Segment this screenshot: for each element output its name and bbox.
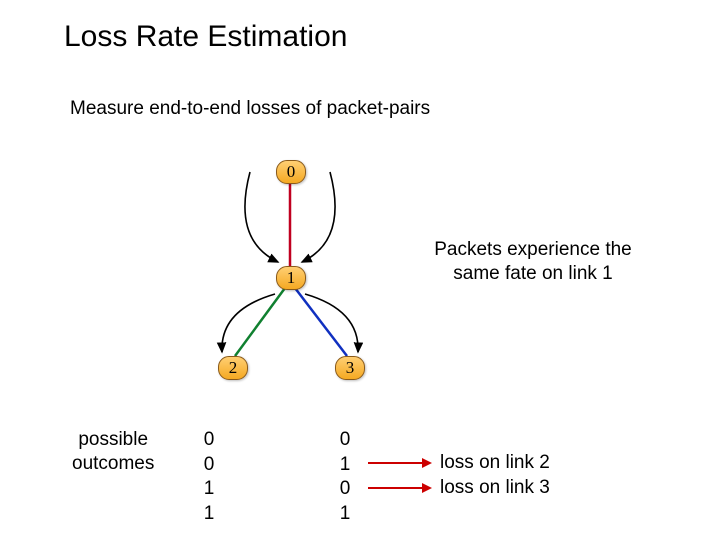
outcomes-label: possible outcomes <box>72 428 154 476</box>
outcomes-label-2: outcomes <box>72 453 154 474</box>
cell: 1 <box>202 477 216 502</box>
cell: 1 <box>338 453 352 478</box>
outcomes-label-1: possible <box>78 429 148 450</box>
page-title: Loss Rate Estimation <box>64 20 347 54</box>
subtitle: Measure end-to-end losses of packet-pair… <box>70 98 430 120</box>
annotation-line-1: Packets experience the <box>434 239 632 260</box>
cell: 0 <box>338 477 352 502</box>
cell: 1 <box>202 502 216 527</box>
cell: 0 <box>202 453 216 478</box>
outcomes-col-2: 0 1 0 1 <box>338 428 352 527</box>
arrow-link2 <box>368 462 422 464</box>
arrow-head-link3 <box>422 483 432 493</box>
loss-link3-label: loss on link 3 <box>440 477 550 499</box>
annotation-text: Packets experience the same fate on link… <box>418 238 648 286</box>
cell: 0 <box>338 428 352 453</box>
cell: 0 <box>202 428 216 453</box>
arrow-link3 <box>368 487 422 489</box>
node-3: 3 <box>335 356 365 380</box>
node-1: 1 <box>276 266 306 290</box>
arrow-head-link2 <box>422 458 432 468</box>
loss-link2-label: loss on link 2 <box>440 452 550 474</box>
annotation-line-2: same fate on link 1 <box>453 263 612 284</box>
node-0: 0 <box>276 160 306 184</box>
outcomes-col-1: 0 0 1 1 <box>202 428 216 527</box>
tree-diagram: 0 1 2 3 <box>180 160 400 410</box>
cell: 1 <box>338 502 352 527</box>
node-2: 2 <box>218 356 248 380</box>
